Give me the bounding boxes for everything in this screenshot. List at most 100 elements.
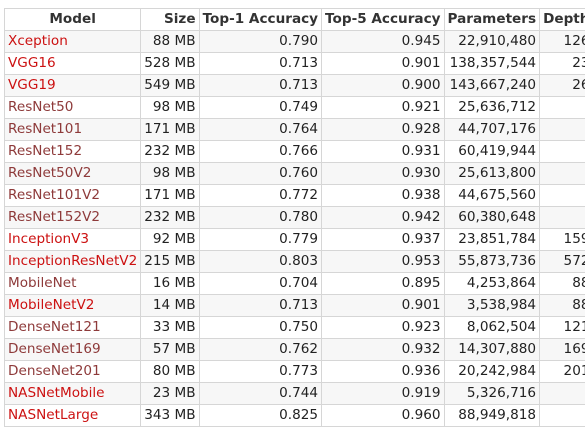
- depth-cell: -: [539, 96, 585, 119]
- top1-accuracy-cell: 0.825: [198, 404, 323, 427]
- model-link[interactable]: InceptionV3: [8, 231, 90, 247]
- parameters-cell: 23,851,784: [443, 228, 541, 251]
- model-link[interactable]: VGG19: [8, 77, 56, 93]
- top5-accuracy-cell: 0.919: [321, 382, 445, 405]
- model-link[interactable]: DenseNet201: [8, 363, 101, 379]
- model-link[interactable]: ResNet152: [8, 143, 83, 159]
- top5-accuracy-cell: 0.931: [321, 140, 445, 163]
- top1-accuracy-cell: 0.704: [198, 272, 323, 295]
- model-link[interactable]: DenseNet121: [8, 319, 101, 335]
- top5-accuracy-cell: 0.895: [321, 272, 445, 295]
- header-parameters: Parameters: [443, 8, 541, 31]
- model-cell: DenseNet121: [3, 316, 142, 339]
- size-cell: 528 MB: [140, 52, 200, 75]
- size-cell: 98 MB: [140, 96, 200, 119]
- parameters-cell: 8,062,504: [443, 316, 541, 339]
- model-cell: InceptionV3: [3, 228, 142, 251]
- depth-cell: -: [539, 382, 585, 405]
- model-link[interactable]: NASNetLarge: [8, 407, 99, 423]
- depth-cell: -: [539, 118, 585, 141]
- model-link[interactable]: ResNet50V2: [8, 165, 92, 181]
- model-cell: InceptionResNetV2: [3, 250, 142, 273]
- model-link[interactable]: VGG16: [8, 55, 56, 71]
- model-link[interactable]: ResNet101V2: [8, 187, 101, 203]
- header-size: Size: [140, 8, 200, 31]
- model-link[interactable]: InceptionResNetV2: [8, 253, 138, 269]
- parameters-cell: 25,613,800: [443, 162, 541, 185]
- depth-cell: -: [539, 206, 585, 229]
- model-link[interactable]: DenseNet169: [8, 341, 101, 357]
- depth-cell: 572: [539, 250, 585, 273]
- models-table: Model Size Top-1 Accuracy Top-5 Accuracy…: [3, 8, 585, 427]
- top5-accuracy-cell: 0.938: [321, 184, 445, 207]
- size-cell: 343 MB: [140, 404, 200, 427]
- size-cell: 14 MB: [140, 294, 200, 317]
- depth-cell: -: [539, 404, 585, 427]
- size-cell: 215 MB: [140, 250, 200, 273]
- size-cell: 232 MB: [140, 140, 200, 163]
- model-link[interactable]: NASNetMobile: [8, 385, 105, 401]
- model-link[interactable]: MobileNet: [8, 275, 77, 291]
- size-cell: 80 MB: [140, 360, 200, 383]
- top5-accuracy-cell: 0.900: [321, 74, 445, 97]
- top5-accuracy-cell: 0.960: [321, 404, 445, 427]
- models-table-container: Model Size Top-1 Accuracy Top-5 Accuracy…: [3, 8, 585, 427]
- depth-cell: -: [539, 140, 585, 163]
- size-cell: 232 MB: [140, 206, 200, 229]
- model-link[interactable]: MobileNetV2: [8, 297, 95, 313]
- parameters-cell: 22,910,480: [443, 30, 541, 53]
- model-link[interactable]: ResNet101: [8, 121, 83, 137]
- parameters-cell: 14,307,880: [443, 338, 541, 361]
- depth-cell: 169: [539, 338, 585, 361]
- size-cell: 57 MB: [140, 338, 200, 361]
- depth-cell: 88: [539, 272, 585, 295]
- size-cell: 549 MB: [140, 74, 200, 97]
- top1-accuracy-cell: 0.744: [198, 382, 323, 405]
- header-model: Model: [3, 8, 142, 31]
- size-cell: 171 MB: [140, 118, 200, 141]
- size-cell: 23 MB: [140, 382, 200, 405]
- model-cell: MobileNetV2: [3, 294, 142, 317]
- depth-cell: -: [539, 184, 585, 207]
- depth-cell: 88: [539, 294, 585, 317]
- top1-accuracy-cell: 0.803: [198, 250, 323, 273]
- top5-accuracy-cell: 0.942: [321, 206, 445, 229]
- top1-accuracy-cell: 0.750: [198, 316, 323, 339]
- depth-cell: -: [539, 162, 585, 185]
- top1-accuracy-cell: 0.780: [198, 206, 323, 229]
- top1-accuracy-cell: 0.772: [198, 184, 323, 207]
- model-cell: DenseNet201: [3, 360, 142, 383]
- model-link[interactable]: Xception: [8, 33, 68, 49]
- model-cell: ResNet50V2: [3, 162, 142, 185]
- top1-accuracy-cell: 0.762: [198, 338, 323, 361]
- size-cell: 16 MB: [140, 272, 200, 295]
- top1-accuracy-cell: 0.713: [198, 52, 323, 75]
- top5-accuracy-cell: 0.901: [321, 52, 445, 75]
- model-link[interactable]: ResNet152V2: [8, 209, 101, 225]
- top1-accuracy-cell: 0.760: [198, 162, 323, 185]
- model-cell: NASNetMobile: [3, 382, 142, 405]
- top5-accuracy-cell: 0.932: [321, 338, 445, 361]
- depth-cell: 201: [539, 360, 585, 383]
- model-cell: VGG19: [3, 74, 142, 97]
- parameters-cell: 4,253,864: [443, 272, 541, 295]
- model-link[interactable]: ResNet50: [8, 99, 74, 115]
- model-cell: MobileNet: [3, 272, 142, 295]
- top1-accuracy-cell: 0.713: [198, 74, 323, 97]
- top1-accuracy-cell: 0.766: [198, 140, 323, 163]
- size-cell: 98 MB: [140, 162, 200, 185]
- top5-accuracy-cell: 0.921: [321, 96, 445, 119]
- top1-accuracy-cell: 0.764: [198, 118, 323, 141]
- parameters-cell: 5,326,716: [443, 382, 541, 405]
